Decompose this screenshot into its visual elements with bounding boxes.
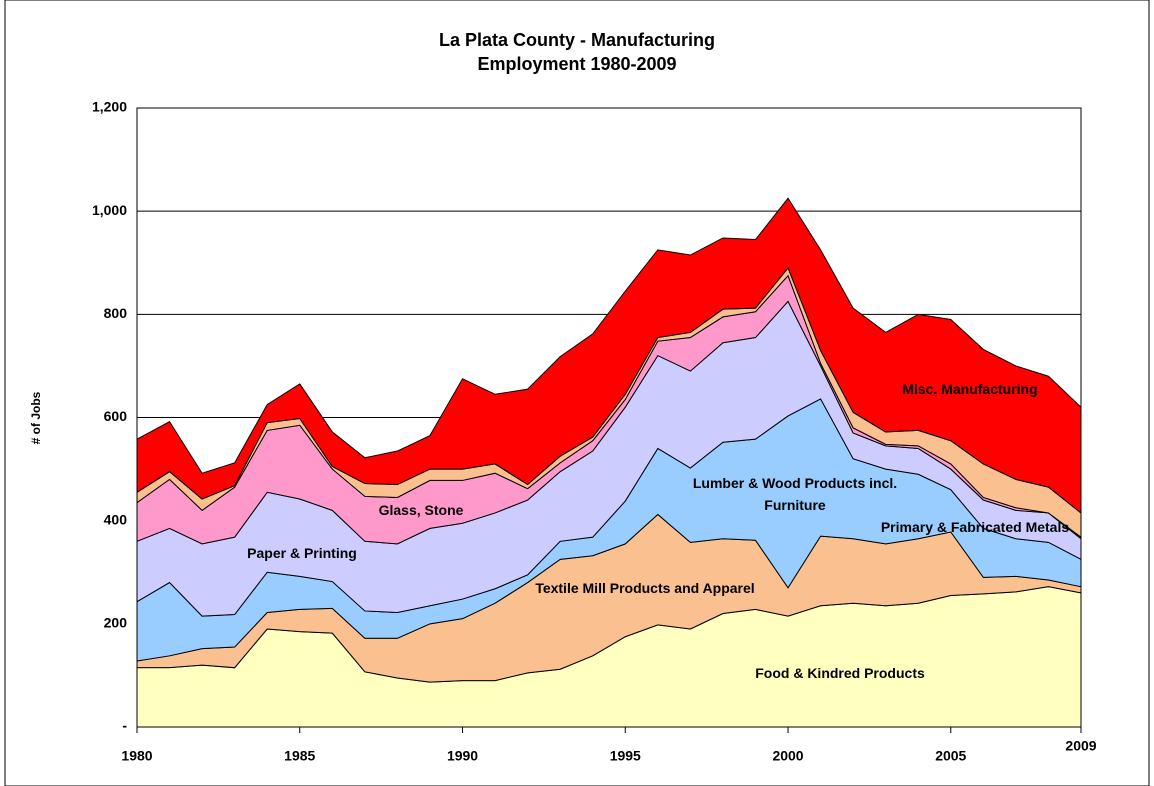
y-tick-label: - <box>122 718 127 734</box>
series-label: Misc. Manufacturing <box>902 381 1038 397</box>
chart-title: Employment 1980-2009 <box>477 54 677 74</box>
chart-title: La Plata County - Manufacturing <box>438 30 715 50</box>
chart-frame <box>4 0 1150 786</box>
y-tick-label: 1,200 <box>92 99 127 115</box>
series-label: Lumber & Wood Products incl. Furniture <box>692 475 898 513</box>
x-tick-label: 2000 <box>772 748 803 764</box>
y-tick-label: 600 <box>104 408 128 424</box>
y-tick-label: 1,000 <box>92 202 127 218</box>
series-label: Primary & Fabricated Metals <box>880 519 1070 535</box>
area <box>136 197 1082 514</box>
x-tick-label: 2005 <box>935 748 966 764</box>
series-label: Glass, Stone <box>378 502 464 518</box>
x-tick-label: 1980 <box>121 748 152 764</box>
x-tick-label: 1990 <box>447 748 478 764</box>
y-axis-label: # of Jobs <box>29 391 43 444</box>
x-tick-label: 1995 <box>610 748 641 764</box>
series-label: Textile Mill Products and Apparel <box>535 580 755 596</box>
series-label: Paper & Printing <box>247 545 357 561</box>
x-tick-label: 2009 <box>1065 738 1096 754</box>
y-tick-label: 400 <box>104 511 128 527</box>
y-tick-label: 800 <box>104 305 128 321</box>
y-tick-label: 200 <box>104 615 128 631</box>
series-label: Food & Kindred Products <box>755 665 925 681</box>
x-tick-label: 1985 <box>284 748 315 764</box>
